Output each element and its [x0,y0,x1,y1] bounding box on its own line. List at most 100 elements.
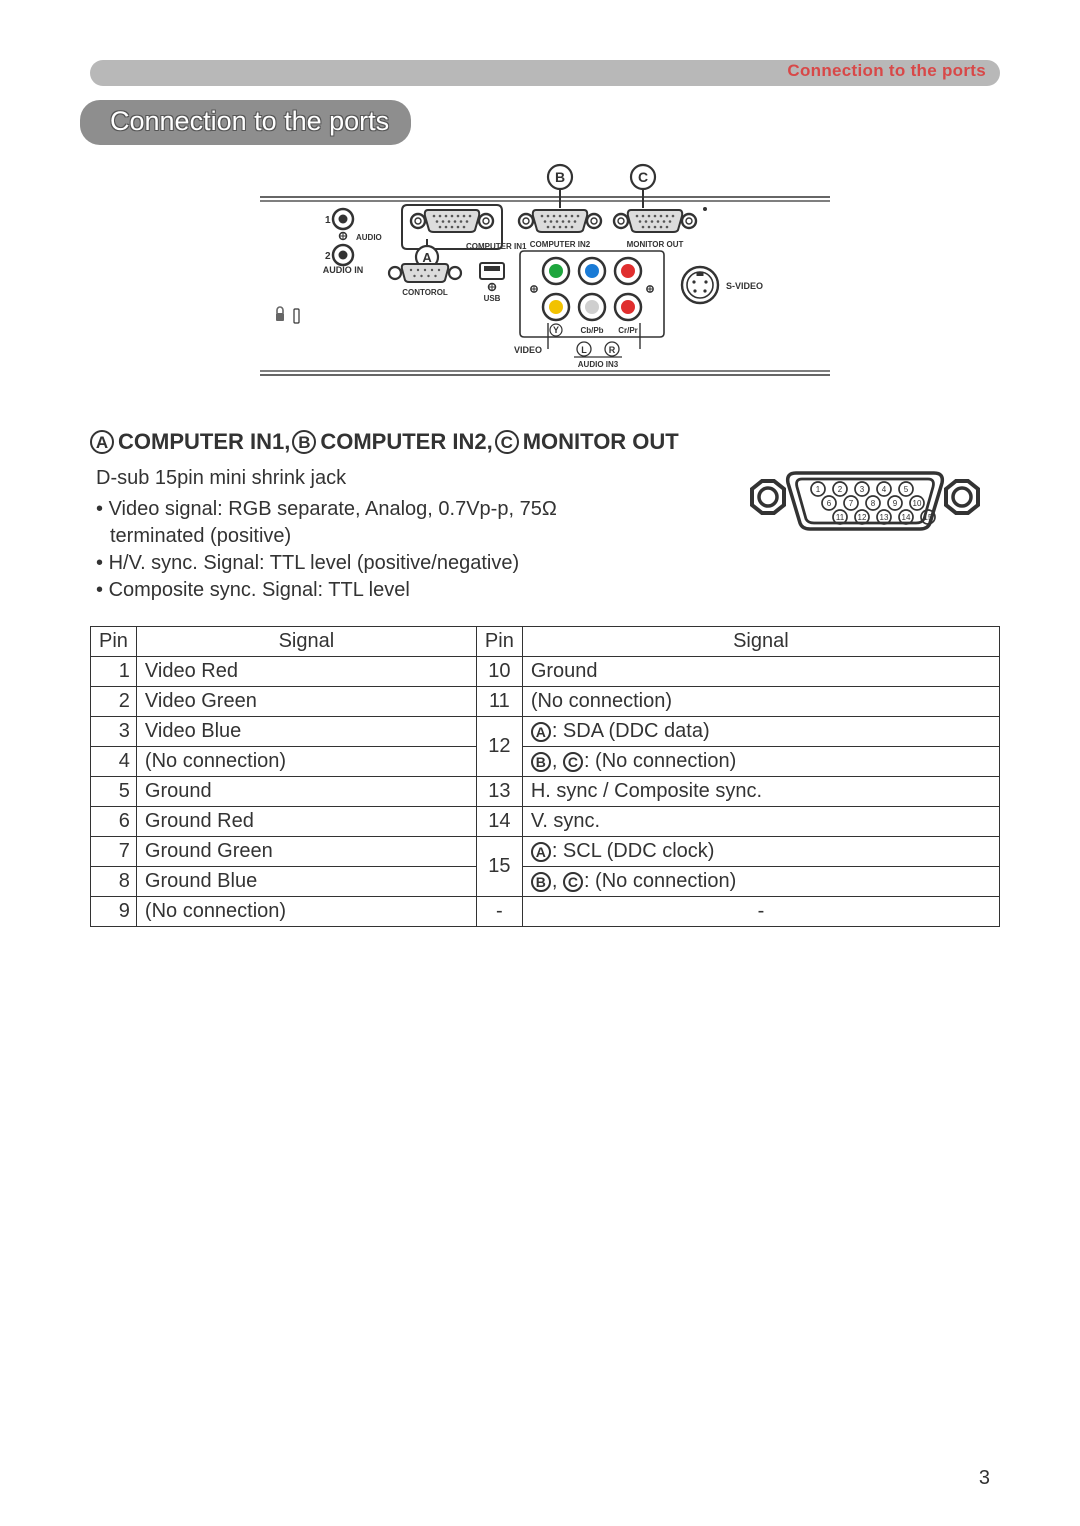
spec-item: Composite sync. Signal: TTL level [96,577,700,604]
svg-text:3: 3 [860,485,865,494]
signal-cell: Ground Blue [136,867,476,897]
circled-c-icon: C [495,430,519,454]
signal-cell: Video Red [136,657,476,687]
audio-in-jacks: 1 2 AUDIO AUDIO IN [323,209,382,275]
pin-cell: 5 [91,777,137,807]
svg-text:R: R [609,345,616,355]
svg-text:A: A [422,250,432,265]
pin-cell: 1 [91,657,137,687]
table-row: 6Ground Red14V. sync. [91,807,1000,837]
svg-text:15: 15 [924,513,933,522]
th-signal-right: Signal [522,627,999,657]
svg-text:VIDEO: VIDEO [514,345,542,355]
lock-icon [276,307,299,323]
svg-text:8: 8 [871,499,876,508]
spec-row: D-sub 15pin mini shrink jack Video signa… [90,463,1000,604]
pin-cell: 11 [476,687,522,717]
circled-b-icon: B [531,752,551,772]
svg-text:6: 6 [827,499,832,508]
header-label: Connection to the ports [787,61,986,81]
svg-text:5: 5 [904,485,909,494]
svg-text:Cr/Pr: Cr/Pr [618,326,638,335]
pin-cell: - [476,897,522,927]
pin-cell: 6 [91,807,137,837]
svg-text:AUDIO: AUDIO [356,233,382,242]
table-row: 2Video Green11(No connection) [91,687,1000,717]
pin-cell: 12 [476,717,522,777]
signal-cell: V. sync. [522,807,999,837]
svg-text:AUDIO IN3: AUDIO IN3 [578,360,619,369]
computer-in2-port: COMPUTER IN2 [519,210,601,249]
dsub-connector-illustration: 123456789101112131415 [730,459,1000,549]
th-pin-left: Pin [91,627,137,657]
svg-text:CONTOROL: CONTOROL [402,288,448,297]
svg-text:COMPUTER IN2: COMPUTER IN2 [530,240,591,249]
svg-text:2: 2 [325,251,331,262]
signal-cell: Ground [522,657,999,687]
circled-b-icon: B [531,872,551,892]
page-number: 3 [979,1467,990,1490]
circled-c-icon: C [563,872,583,892]
signal-cell: Video Blue [136,717,476,747]
circled-c-icon: C [563,752,583,772]
signal-cell: B, C: (No connection) [522,747,999,777]
pin-table: Pin Signal Pin Signal 1Video Red10Ground… [90,626,1000,927]
subhead: D-sub 15pin mini shrink jack [96,467,700,490]
spec-item: H/V. sync. Signal: TTL level (positive/n… [96,550,700,577]
circled-a-icon: A [90,430,114,454]
svg-text:11: 11 [836,513,845,522]
heading-text-a: COMPUTER IN1, [118,429,290,455]
heading-text-c: MONITOR OUT [523,429,679,455]
table-row: 5Ground13H. sync / Composite sync. [91,777,1000,807]
svg-text:COMPUTER IN1: COMPUTER IN1 [466,242,527,251]
signal-cell: (No connection) [136,897,476,927]
rca-cluster: Y Cb/Pb Cr/Pr VIDEO L R AUDIO IN3 [514,251,664,369]
th-pin-right: Pin [476,627,522,657]
page: Connection to the ports Connection to th… [0,0,1080,1526]
heading-text-b: COMPUTER IN2, [320,429,492,455]
svg-text:10: 10 [913,499,922,508]
signal-cell: Ground Green [136,837,476,867]
svg-text:S-VIDEO: S-VIDEO [726,281,763,291]
pin-cell: 7 [91,837,137,867]
table-row: 9(No connection)-- [91,897,1000,927]
svg-text:1: 1 [325,215,331,226]
signal-cell: (No connection) [136,747,476,777]
circled-a-icon: A [531,722,551,742]
svg-text:4: 4 [882,485,887,494]
signal-cell: B, C: (No connection) [522,867,999,897]
spec-item: terminated (positive) [110,523,700,550]
table-row: 3Video Blue12A: SDA (DDC data) [91,717,1000,747]
spec-item: Video signal: RGB separate, Analog, 0.7V… [96,496,700,523]
s-video-port: S-VIDEO [682,267,763,303]
svg-text:L: L [581,345,587,355]
pin-cell: 14 [476,807,522,837]
svg-text:1: 1 [816,485,821,494]
usb-port: USB [480,263,504,303]
pin-cell: 8 [91,867,137,897]
signal-cell: H. sync / Composite sync. [522,777,999,807]
svg-text:14: 14 [902,513,911,522]
signal-cell: - [522,897,999,927]
table-header-row: Pin Signal Pin Signal [91,627,1000,657]
svg-text:2: 2 [838,485,843,494]
circled-a-icon: A [531,842,551,862]
section-heading: A COMPUTER IN1, B COMPUTER IN2, C MONITO… [90,429,1000,455]
svg-text:B: B [555,169,565,185]
table-row: 7Ground Green15A: SCL (DDC clock) [91,837,1000,867]
svg-text:Cb/Pb: Cb/Pb [580,326,603,335]
table-row: 4(No connection) B, C: (No connection) [91,747,1000,777]
svg-text:13: 13 [880,513,889,522]
svg-text:C: C [638,169,648,185]
svg-text:MONITOR OUT: MONITOR OUT [627,240,684,249]
pin-cell: 10 [476,657,522,687]
signal-cell: Ground [136,777,476,807]
svg-text:Y: Y [553,325,559,335]
svg-text:7: 7 [849,499,854,508]
signal-cell: (No connection) [522,687,999,717]
circled-b-icon: B [292,430,316,454]
svg-text:AUDIO IN: AUDIO IN [323,265,364,275]
table-row: 8Ground Blue B, C: (No connection) [91,867,1000,897]
signal-cell: Video Green [136,687,476,717]
pin-cell: 4 [91,747,137,777]
